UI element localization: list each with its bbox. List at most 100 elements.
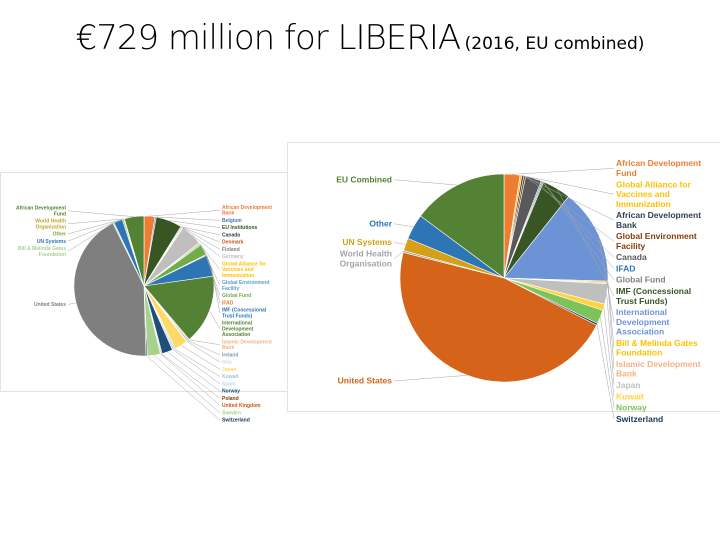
slice-label: Bill & Melinda Gates Foundation xyxy=(616,338,698,358)
slice-label: Japan xyxy=(616,380,641,390)
leader-line xyxy=(67,222,114,252)
slice-label: Japan xyxy=(222,367,236,373)
leader-line xyxy=(191,234,221,257)
slice-label: African Development Bank xyxy=(616,210,701,230)
slice-label: Global Alliance for Vaccines and Immunizat… xyxy=(222,261,266,279)
slice-label: Islamic Development Bank xyxy=(616,359,701,379)
leader-line xyxy=(167,351,221,392)
title-main: €729 million for LIBERIA xyxy=(75,18,462,58)
slice-label: Norway xyxy=(616,403,647,413)
slice-label: Other xyxy=(369,219,392,229)
slice-label: Denmark xyxy=(222,240,244,246)
leader-line xyxy=(153,355,221,414)
slice-label: Global Fund xyxy=(222,293,251,299)
slice-label: Other xyxy=(53,232,66,238)
slice-label: EU Institutions xyxy=(222,225,257,231)
leader-line xyxy=(168,220,221,228)
leader-line xyxy=(520,175,615,195)
slice-label: UN Systems xyxy=(37,239,66,245)
leader-line xyxy=(188,339,221,345)
slice-label: Sweden xyxy=(222,410,241,416)
slice-label: Islamic Development Bank xyxy=(222,339,272,351)
leader-line xyxy=(533,178,615,258)
pie-slice xyxy=(420,173,505,279)
slice-label: Ireland xyxy=(222,352,238,358)
leader-line xyxy=(67,210,135,217)
leader-line xyxy=(67,218,125,225)
leader-line xyxy=(607,283,615,370)
slice-label: Canada xyxy=(222,232,240,238)
slice-label: UN Systems xyxy=(342,237,392,247)
leader-line xyxy=(393,179,458,186)
leader-line xyxy=(146,355,221,421)
slice-label: Spain xyxy=(222,381,236,387)
slice-label: Germany xyxy=(222,254,244,260)
slice-label: Canada xyxy=(616,252,647,262)
leader-line xyxy=(556,188,615,297)
slice-label: Global Alliance for Vaccines and Immunizat… xyxy=(616,179,691,209)
leader-line xyxy=(600,317,615,408)
leader-line xyxy=(149,209,221,217)
pie-chart-combined: African Development Fund Global Alliance f… xyxy=(287,142,720,424)
leader-line xyxy=(522,175,615,221)
slice-label: African Development Bank xyxy=(222,205,272,217)
slice-label: World Health Organisation xyxy=(340,248,392,268)
pie-chart-detailed: African Development Bank Belgium EU Institu… xyxy=(0,172,292,424)
leader-line xyxy=(524,175,615,242)
slice-label: Belgium xyxy=(222,218,242,224)
leader-line xyxy=(180,345,221,370)
slice-label: International Development Association xyxy=(616,307,670,337)
leader-line xyxy=(596,324,615,420)
leader-line xyxy=(606,294,615,386)
slice-label: United States xyxy=(34,302,66,308)
leader-line xyxy=(67,302,77,305)
slice-label: International Development Association xyxy=(222,321,254,339)
leader-line xyxy=(174,348,221,377)
slice-label: IMF (Concessional Trust Funds) xyxy=(616,286,691,306)
leader-line xyxy=(186,341,221,363)
leader-line xyxy=(603,307,615,397)
leader-line xyxy=(598,234,615,323)
leader-line xyxy=(393,251,404,259)
leader-line xyxy=(67,220,119,242)
slice-label: Global Fund xyxy=(616,275,666,285)
slice-label: United Kingdom xyxy=(222,403,261,409)
title-subtitle: (2016, EU combined) xyxy=(464,34,645,54)
leader-line xyxy=(173,349,221,385)
leader-line xyxy=(67,219,124,235)
leader-line xyxy=(607,281,615,349)
leader-line xyxy=(181,226,221,243)
leader-line xyxy=(542,181,615,281)
slice-label: Norway xyxy=(222,389,240,395)
leader-line xyxy=(393,375,468,382)
leader-line xyxy=(161,353,221,399)
slice-label: African Development Fund xyxy=(16,206,66,218)
slice-label: Bill & Melinda Gates Foundation xyxy=(18,246,66,258)
slice-label: Italy xyxy=(222,360,232,366)
slice-label: Kuwait xyxy=(222,374,239,380)
leader-line xyxy=(199,243,221,270)
slice-label: Global Environment Facility xyxy=(616,231,697,251)
leader-line xyxy=(155,216,221,221)
leader-line xyxy=(512,168,615,175)
slice-label: IFAD xyxy=(616,263,635,273)
slice-label: Switzerland xyxy=(616,414,663,424)
leader-line xyxy=(209,310,221,329)
slice-label: Switzerland xyxy=(222,418,250,424)
slice-label: Global Environment Facility xyxy=(222,280,270,292)
leader-line xyxy=(200,244,221,286)
leader-line xyxy=(160,353,221,406)
slice-label: World Health Organization xyxy=(35,219,66,231)
slice-label: United States xyxy=(338,376,393,386)
leader-line xyxy=(182,227,221,250)
leader-line xyxy=(393,242,406,245)
leader-line xyxy=(187,340,221,356)
slice-label: Finland xyxy=(222,247,240,253)
leader-line xyxy=(393,223,414,227)
slice-label: Poland xyxy=(222,396,239,402)
slice-label: EU Combined xyxy=(336,174,392,184)
slice-label: IMF (Concessional Trust Funds) xyxy=(222,308,267,320)
slice-label: African Development Fund xyxy=(616,158,701,178)
